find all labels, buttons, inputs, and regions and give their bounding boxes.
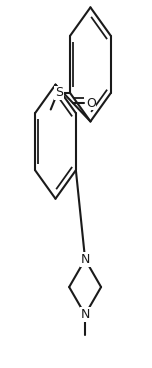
Text: O: O xyxy=(86,96,96,110)
Text: N: N xyxy=(80,253,90,266)
Text: S: S xyxy=(55,86,63,99)
Text: N: N xyxy=(80,308,90,321)
